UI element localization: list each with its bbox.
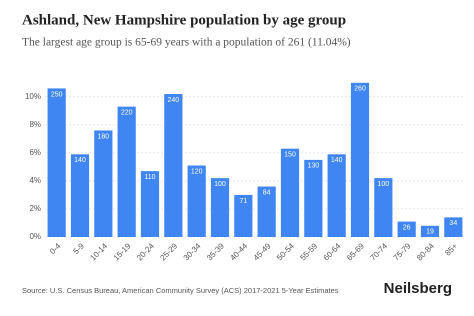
- value-label: 130: [307, 163, 319, 170]
- value-label: 84: [263, 189, 271, 196]
- x-tick-label: 45-49: [252, 241, 273, 262]
- x-tick-label: 75-79: [392, 241, 413, 262]
- value-label: 180: [97, 133, 109, 140]
- chart-title: Ashland, New Hampshire population by age…: [22, 12, 346, 28]
- value-label: 120: [191, 168, 203, 175]
- y-tick-label: 0%: [29, 232, 41, 241]
- x-tick-label: 15-19: [112, 241, 133, 262]
- x-tick-label: 65-69: [345, 241, 366, 262]
- x-tick-label: 60-64: [322, 241, 343, 262]
- x-tick-label: 55-59: [298, 241, 319, 262]
- bar: [350, 82, 370, 237]
- bar: [444, 217, 463, 237]
- x-tick-label: 20-24: [135, 241, 156, 262]
- value-label: 240: [167, 97, 179, 104]
- value-label: 220: [121, 109, 133, 116]
- bar: [257, 186, 276, 237]
- value-label: 250: [51, 91, 63, 98]
- y-tick-label: 10%: [25, 92, 41, 101]
- value-label: 26: [403, 224, 411, 231]
- value-label: 34: [449, 220, 457, 227]
- bar: [164, 94, 183, 238]
- value-label: 100: [377, 181, 389, 188]
- x-tick-label: 30-34: [182, 241, 203, 262]
- bar: [397, 221, 416, 237]
- bar: [117, 106, 136, 237]
- value-label: 140: [74, 157, 86, 164]
- x-tick-label: 80-84: [415, 241, 436, 262]
- value-label: 71: [239, 198, 247, 205]
- x-tick-label: 85+: [443, 241, 459, 257]
- bar: [280, 148, 300, 237]
- bar: [304, 159, 323, 237]
- chart-subtitle: The largest age group is 65-69 years wit…: [22, 37, 351, 49]
- x-tick-label: 50-54: [275, 241, 296, 262]
- value-label: 260: [354, 86, 366, 93]
- bar: [70, 154, 90, 237]
- bar: [234, 194, 253, 237]
- value-label: 19: [426, 229, 434, 236]
- source: Source: U.S. Census Bureau, American Com…: [22, 286, 339, 295]
- x-tick-label: 40-44: [228, 241, 249, 262]
- bar: [94, 130, 113, 237]
- y-tick-label: 2%: [29, 204, 41, 213]
- bar: [420, 225, 440, 237]
- x-tick-label: 0-4: [48, 241, 63, 256]
- x-tick-label: 25-29: [158, 241, 179, 262]
- bar: [187, 165, 206, 237]
- x-tick-label: 70-74: [368, 241, 389, 262]
- bar: [374, 178, 393, 237]
- value-label: 140: [331, 157, 343, 164]
- value-label: 150: [284, 152, 296, 159]
- bar: [140, 171, 160, 237]
- value-label: 110: [144, 174, 155, 181]
- y-tick-label: 6%: [29, 148, 41, 157]
- x-tick-label: 10-14: [88, 241, 109, 262]
- bar: [47, 88, 66, 238]
- bar: [327, 154, 346, 237]
- x-tick-label: 35-39: [205, 241, 226, 262]
- y-tick-label: 4%: [29, 176, 41, 185]
- bar: [210, 178, 230, 237]
- value-label: 100: [214, 181, 226, 188]
- brand: Neilsberg: [384, 280, 452, 297]
- x-tick-label: 5-9: [71, 241, 86, 256]
- y-tick-label: 8%: [29, 120, 41, 129]
